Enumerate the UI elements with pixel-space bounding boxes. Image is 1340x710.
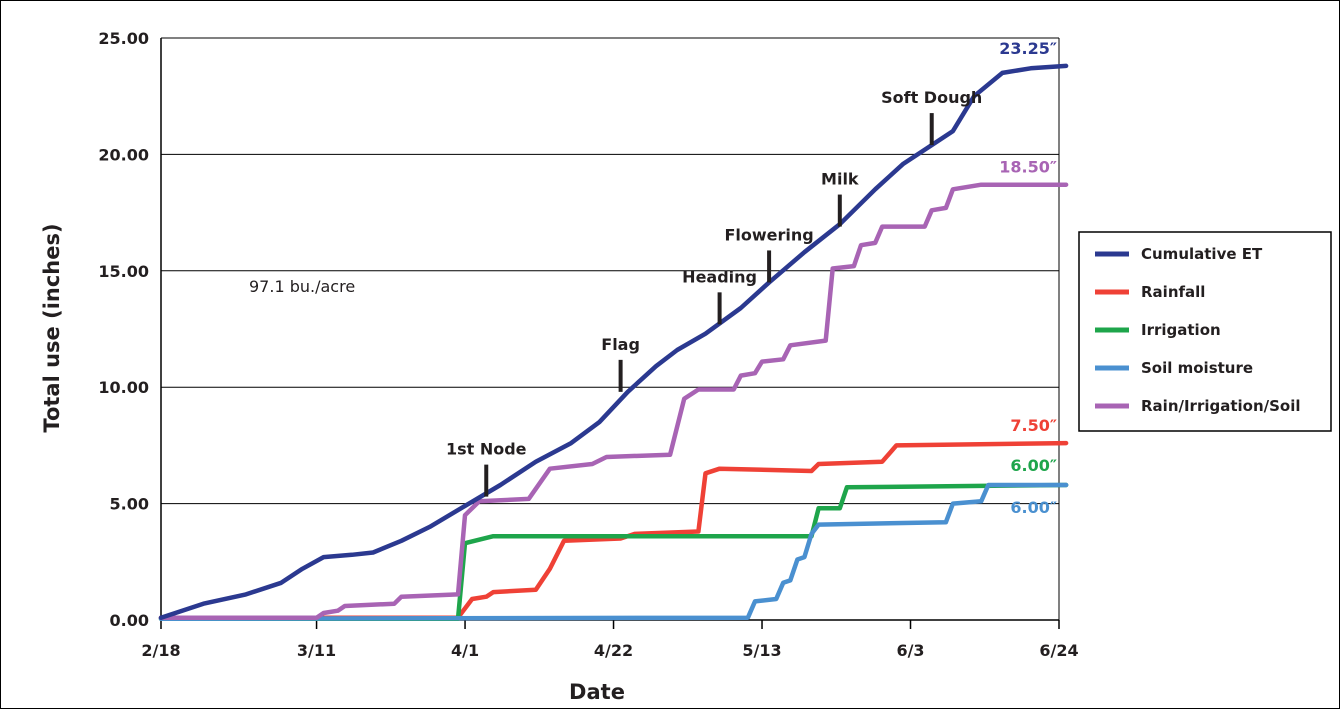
- legend-entry: Cumulative ET: [1141, 245, 1263, 263]
- stage-label: Flag: [601, 335, 640, 354]
- y-axis-title: Total use (inches): [40, 223, 64, 432]
- legend-entry: Rain/Irrigation/Soil: [1141, 397, 1301, 415]
- stage-label: Milk: [821, 170, 859, 189]
- series-lines: [158, 63, 1069, 622]
- x-tick-label: 6/3: [896, 641, 924, 660]
- legend-entry: Irrigation: [1141, 321, 1221, 339]
- series-line-rainfall: [158, 440, 1069, 620]
- y-tick-label: 0.00: [110, 611, 149, 630]
- x-tick-label: 2/18: [141, 641, 180, 660]
- axes: 0.00 5.00 10.00 15.00 20.00 25.00 2/18 3/11 4/1 4…: [98, 29, 1078, 660]
- y-tick-label: 5.00: [110, 495, 149, 514]
- x-axis-title: Date: [569, 680, 625, 704]
- growth-stage-markers: 1st Node Flag Heading Flowering Milk Soft Dou…: [446, 88, 982, 497]
- x-tick-label: 5/13: [742, 641, 781, 660]
- y-tick-label: 10.00: [98, 378, 149, 397]
- series-end-label: 6.00″: [1010, 498, 1057, 517]
- stage-label: Heading: [682, 267, 757, 286]
- series-end-label: 7.50″: [1010, 416, 1057, 435]
- stage-label: Flowering: [724, 225, 813, 244]
- series-line-soil-moisture: [158, 482, 1069, 622]
- x-tick-label: 4/22: [594, 641, 633, 660]
- series-end-label: 6.00″: [1010, 456, 1057, 475]
- series-end-label: 18.50″: [999, 158, 1057, 177]
- legend-entry: Rainfall: [1141, 283, 1205, 301]
- stage-label: 1st Node: [446, 440, 527, 459]
- y-tick-label: 15.00: [98, 262, 149, 281]
- stage-label: Soft Dough: [881, 88, 982, 107]
- x-tick-label: 4/1: [451, 641, 479, 660]
- series-end-labels: 23.25″ 7.50″ 6.00″ 6.00″ 18.50″: [999, 39, 1057, 517]
- series-end-label: 23.25″: [999, 39, 1057, 58]
- gridlines: [161, 37, 1059, 621]
- series-line-cumulative-et: [158, 63, 1069, 620]
- series-line-rain-irrigation-soil: [158, 182, 1069, 620]
- yield-annotation: 97.1 bu./acre: [249, 277, 355, 296]
- legend-entry: Soil moisture: [1141, 359, 1253, 377]
- legend: Cumulative ET Rainfall Irrigation Soil mois…: [1078, 231, 1332, 432]
- series-line-irrigation: [158, 482, 1069, 622]
- x-tick-label: 6/24: [1039, 641, 1078, 660]
- x-tick-label: 3/11: [297, 641, 336, 660]
- y-tick-label: 20.00: [98, 145, 149, 164]
- y-tick-label: 25.00: [98, 29, 149, 48]
